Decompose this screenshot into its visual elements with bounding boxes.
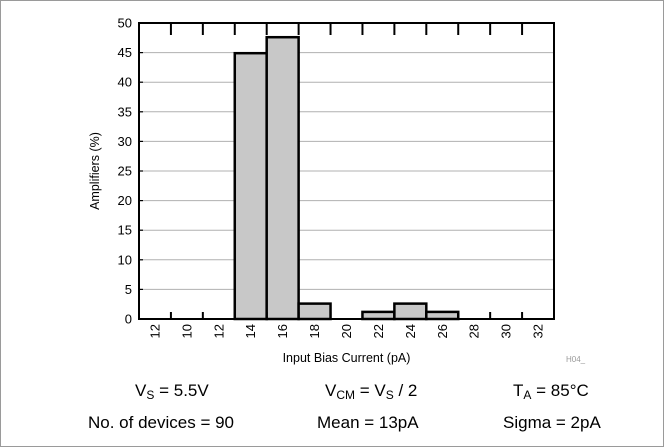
- x-tick-label: 20: [339, 324, 354, 338]
- figure-code-label: H04_: [566, 355, 586, 364]
- x-tick-label: 14: [243, 324, 258, 338]
- y-tick-label: 50: [118, 16, 132, 31]
- histogram-bar: [393, 302, 428, 321]
- histogram-bar: [425, 310, 460, 321]
- sigma-note: Sigma = 2pA: [503, 413, 601, 432]
- y-tick-label: 30: [118, 134, 132, 149]
- x-tick-label: 12: [147, 324, 162, 338]
- common-mode-voltage-note: VCM = VS / 2: [325, 381, 418, 402]
- histogram-bar: [265, 35, 300, 321]
- y-axis-title: Amplifiers (%): [88, 132, 102, 210]
- histogram-bar: [361, 310, 396, 321]
- x-tick-label: 26: [435, 324, 450, 338]
- x-tick-label: 28: [467, 324, 482, 338]
- mean-note: Mean = 13pA: [317, 413, 419, 432]
- y-tick-label: 0: [125, 312, 132, 327]
- y-tick-label: 40: [118, 75, 132, 90]
- x-tick-label: 24: [403, 324, 418, 338]
- histogram-bar: [233, 51, 268, 321]
- y-tick-label: 5: [125, 282, 132, 297]
- y-tick-label: 20: [118, 193, 132, 208]
- histogram-bar: [297, 302, 332, 321]
- x-tick-label: 30: [499, 324, 514, 338]
- x-tick-label: 10: [179, 324, 194, 338]
- y-tick-label: 35: [118, 104, 132, 119]
- x-tick-label: 32: [531, 324, 546, 338]
- x-axis-title: Input Bias Current (pA): [283, 351, 411, 365]
- device-count-note: No. of devices = 90: [88, 413, 235, 432]
- temperature-note: TA = 85°C: [513, 381, 589, 402]
- y-tick-label: 45: [118, 45, 132, 60]
- x-tick-label: 12: [211, 324, 226, 338]
- x-tick-label: 22: [371, 324, 386, 338]
- y-tick-label: 15: [118, 223, 132, 238]
- x-tick-label: 16: [275, 324, 290, 338]
- supply-voltage-note: VS = 5.5V: [135, 381, 209, 402]
- y-tick-label: 25: [118, 164, 132, 179]
- x-tick-label: 18: [307, 324, 322, 338]
- y-tick-label: 10: [118, 252, 132, 267]
